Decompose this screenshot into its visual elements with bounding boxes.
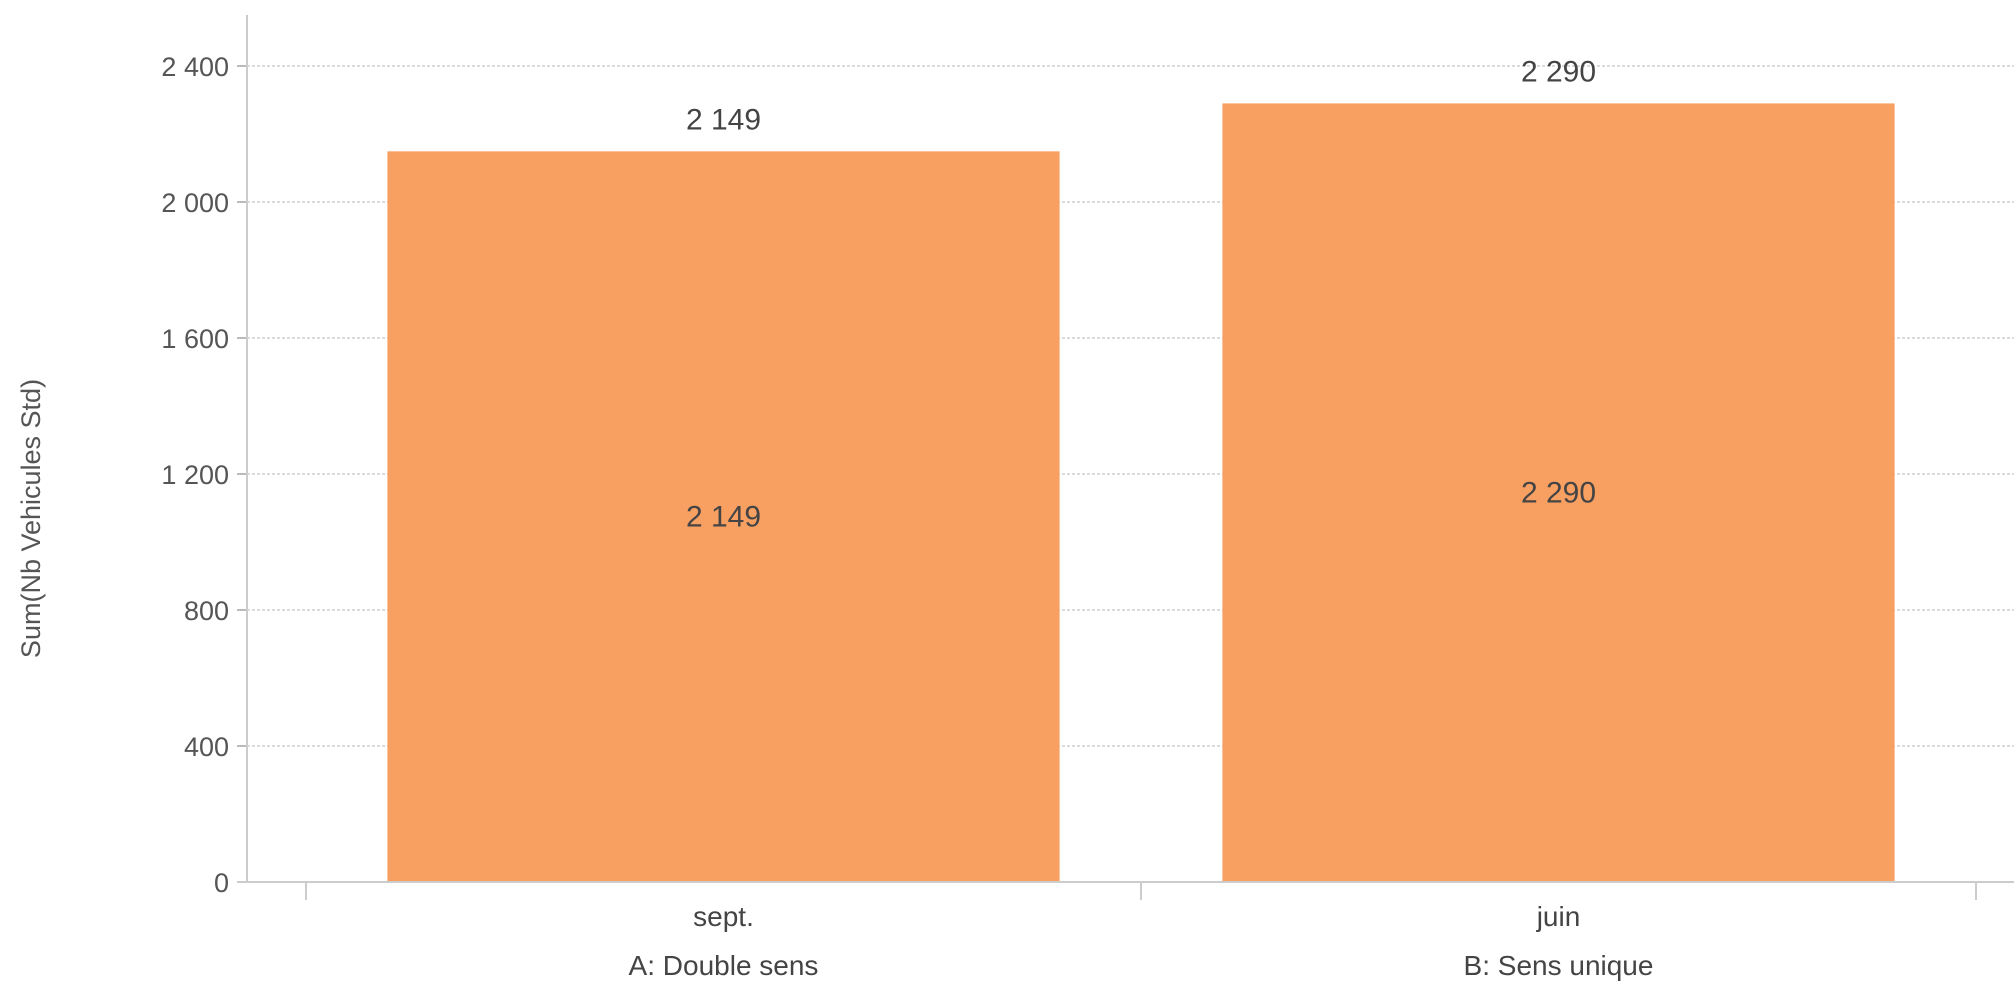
x-category-label: juin <box>1536 901 1581 932</box>
y-tick-label: 800 <box>184 596 229 626</box>
bar-value-label: 2 149 <box>686 103 761 136</box>
bars <box>387 103 1895 883</box>
x-group-label: B: Sens unique <box>1464 950 1654 981</box>
y-tick-label: 1 200 <box>161 460 229 490</box>
bar-value-label: 2 290 <box>1521 55 1596 88</box>
y-tick-label: 400 <box>184 732 229 762</box>
y-tick-label: 1 600 <box>161 324 229 354</box>
y-tick-label: 2 400 <box>161 52 229 82</box>
axes <box>237 15 2014 900</box>
labels: 0 400 800 1 200 1 600 2 000 2 400 2 149 2 149 sep… <box>161 52 1653 981</box>
bar-inside-label: 2 290 <box>1521 477 1596 510</box>
y-axis-title: Sum(Nb Vehicules Std) <box>16 379 46 658</box>
x-group-label: A: Double sens <box>629 950 819 981</box>
y-tick-label: 0 <box>214 868 229 898</box>
x-category-label: sept. <box>693 901 754 932</box>
bar <box>387 151 1060 883</box>
bar <box>1222 103 1895 882</box>
y-tick-label: 2 000 <box>161 188 229 218</box>
bar-inside-label: 2 149 <box>686 501 761 534</box>
